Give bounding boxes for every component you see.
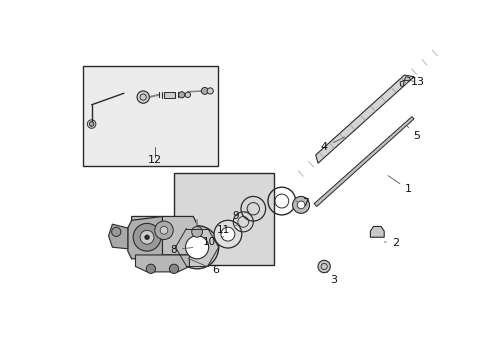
- Polygon shape: [315, 75, 413, 163]
- Text: 5: 5: [406, 126, 420, 141]
- Text: 9: 9: [232, 211, 248, 221]
- Bar: [83, 66, 218, 166]
- Bar: [174, 172, 274, 265]
- Polygon shape: [108, 224, 127, 249]
- Text: 6: 6: [188, 258, 219, 275]
- Text: 10: 10: [203, 237, 224, 247]
- Bar: [163, 92, 174, 98]
- Circle shape: [146, 264, 155, 274]
- Text: 11: 11: [217, 224, 239, 235]
- Circle shape: [175, 226, 218, 269]
- Text: 12: 12: [147, 155, 162, 165]
- Polygon shape: [135, 255, 189, 272]
- Circle shape: [111, 227, 121, 237]
- Polygon shape: [369, 226, 384, 237]
- Circle shape: [144, 235, 149, 239]
- Polygon shape: [399, 81, 403, 86]
- Text: 3: 3: [326, 272, 336, 285]
- Text: 1: 1: [387, 176, 411, 194]
- Polygon shape: [131, 216, 197, 255]
- Circle shape: [221, 227, 234, 241]
- Circle shape: [137, 91, 149, 103]
- Circle shape: [214, 220, 241, 248]
- Circle shape: [169, 264, 178, 274]
- Circle shape: [297, 201, 305, 209]
- Circle shape: [191, 226, 202, 237]
- Circle shape: [133, 223, 161, 251]
- Polygon shape: [313, 117, 413, 207]
- Circle shape: [201, 87, 208, 94]
- Text: 8: 8: [170, 244, 192, 255]
- Circle shape: [185, 92, 190, 98]
- Text: 7: 7: [295, 198, 308, 208]
- Text: 2: 2: [384, 238, 398, 248]
- Circle shape: [317, 260, 329, 273]
- Circle shape: [89, 122, 94, 126]
- Circle shape: [292, 197, 309, 213]
- Polygon shape: [403, 77, 409, 81]
- Polygon shape: [127, 216, 162, 259]
- Circle shape: [207, 88, 213, 94]
- Circle shape: [178, 92, 184, 98]
- Circle shape: [160, 226, 167, 234]
- Text: 13: 13: [409, 77, 424, 87]
- Circle shape: [185, 236, 208, 259]
- Circle shape: [140, 230, 154, 244]
- Circle shape: [154, 221, 173, 239]
- Text: 4: 4: [320, 137, 344, 152]
